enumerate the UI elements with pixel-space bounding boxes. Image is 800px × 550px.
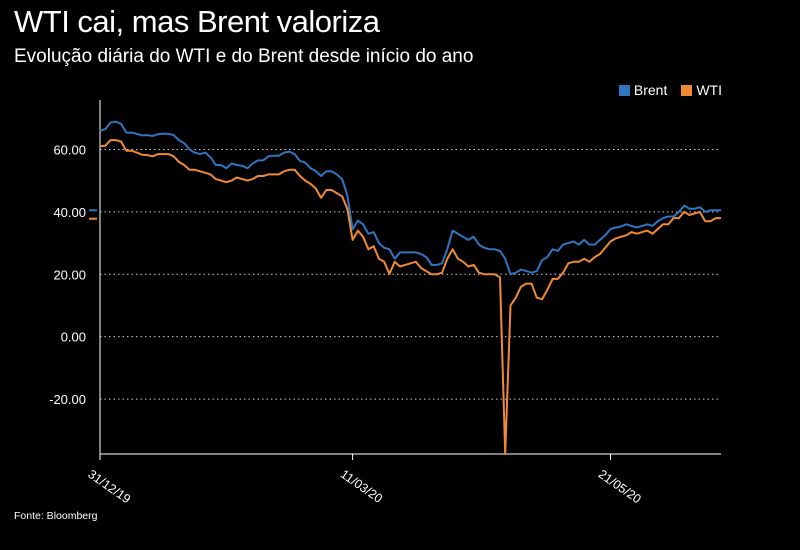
y-tick-label: 60.00 [53,142,86,157]
legend: Brent WTI [605,82,722,98]
legend-item-wti: WTI [681,82,722,98]
source-note: Fonte: Bloomberg [14,510,98,522]
x-tick-label: 21/05/20 [596,467,644,506]
series-line-brent [99,120,721,276]
chart-subtitle: Evolução diária do WTI e do Brent desde … [14,46,474,67]
legend-swatch-wti [681,84,693,96]
y-tick-label: 20.00 [53,267,86,282]
chart-title: WTI cai, mas Brent valoriza [14,4,380,39]
y-tick-label: -20.00 [49,392,86,407]
x-tick-label: 31/12/19 [85,467,133,506]
legend-label-wti: WTI [696,82,722,98]
legend-label-brent: Brent [633,82,668,98]
y-tick-label: 0.00 [61,330,86,345]
y-tick-label: 40.00 [53,205,86,220]
series-line-wti [99,139,721,455]
legend-swatch-brent [618,84,630,96]
legend-item-brent: Brent [618,82,668,98]
x-tick-label: 11/03/20 [338,467,385,506]
